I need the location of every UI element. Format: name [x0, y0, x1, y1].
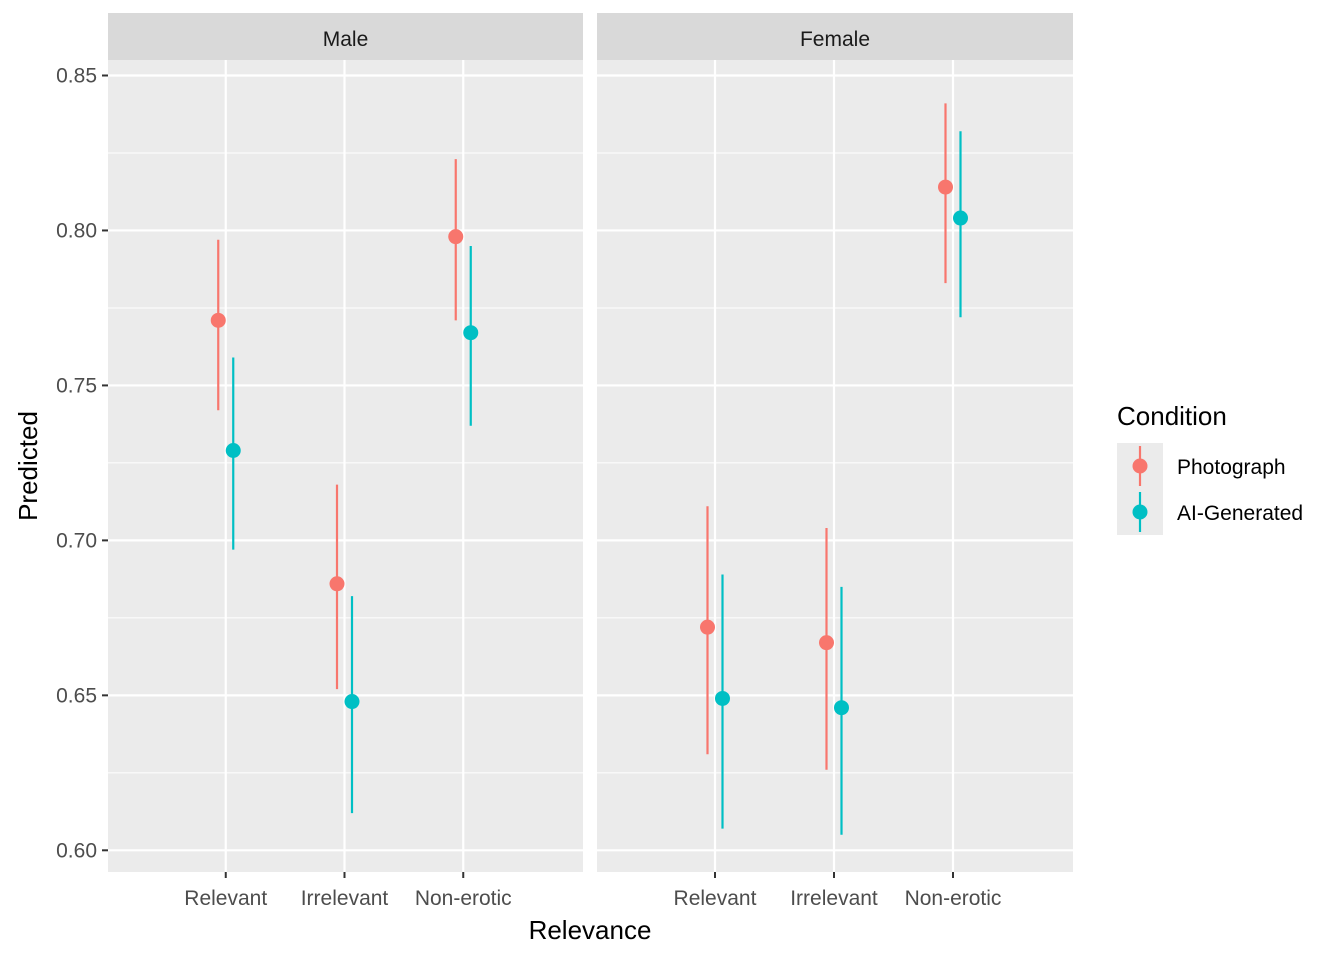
facet-strip [108, 13, 583, 60]
facet-strip [597, 13, 1073, 60]
y-tick-label: 0.70 [56, 529, 97, 552]
legend-label: Photograph [1177, 456, 1286, 479]
data-point [715, 690, 730, 706]
legend-key-point [1132, 504, 1148, 520]
data-point [344, 694, 360, 710]
facet-label: Male [323, 28, 369, 51]
x-tick-label: Relevant [184, 887, 267, 910]
data-point [834, 700, 849, 716]
y-axis-title: Predicted [13, 411, 43, 521]
data-point [819, 635, 834, 651]
x-tick-label: Non-erotic [905, 887, 1002, 910]
y-tick-label: 0.60 [56, 839, 97, 862]
x-tick-label: Non-erotic [415, 887, 512, 910]
x-axis-title: Relevance [529, 915, 652, 945]
data-point [463, 325, 479, 341]
legend-key-point [1132, 458, 1148, 474]
data-point [329, 576, 345, 592]
y-tick-label: 0.85 [56, 64, 97, 87]
y-tick-label: 0.65 [56, 684, 97, 707]
legend-label: AI-Generated [1177, 502, 1303, 525]
data-point [210, 312, 226, 328]
y-tick-label: 0.75 [56, 374, 97, 397]
x-tick-label: Irrelevant [790, 887, 878, 910]
data-point [953, 210, 968, 226]
data-point [448, 229, 464, 245]
data-point [938, 179, 953, 195]
facet-label: Female [800, 28, 870, 51]
y-tick-label: 0.80 [56, 219, 97, 242]
data-point [225, 443, 241, 459]
legend-title: Condition [1117, 401, 1227, 431]
data-point [700, 619, 715, 635]
x-tick-label: Irrelevant [301, 887, 389, 910]
x-tick-label: Relevant [674, 887, 757, 910]
